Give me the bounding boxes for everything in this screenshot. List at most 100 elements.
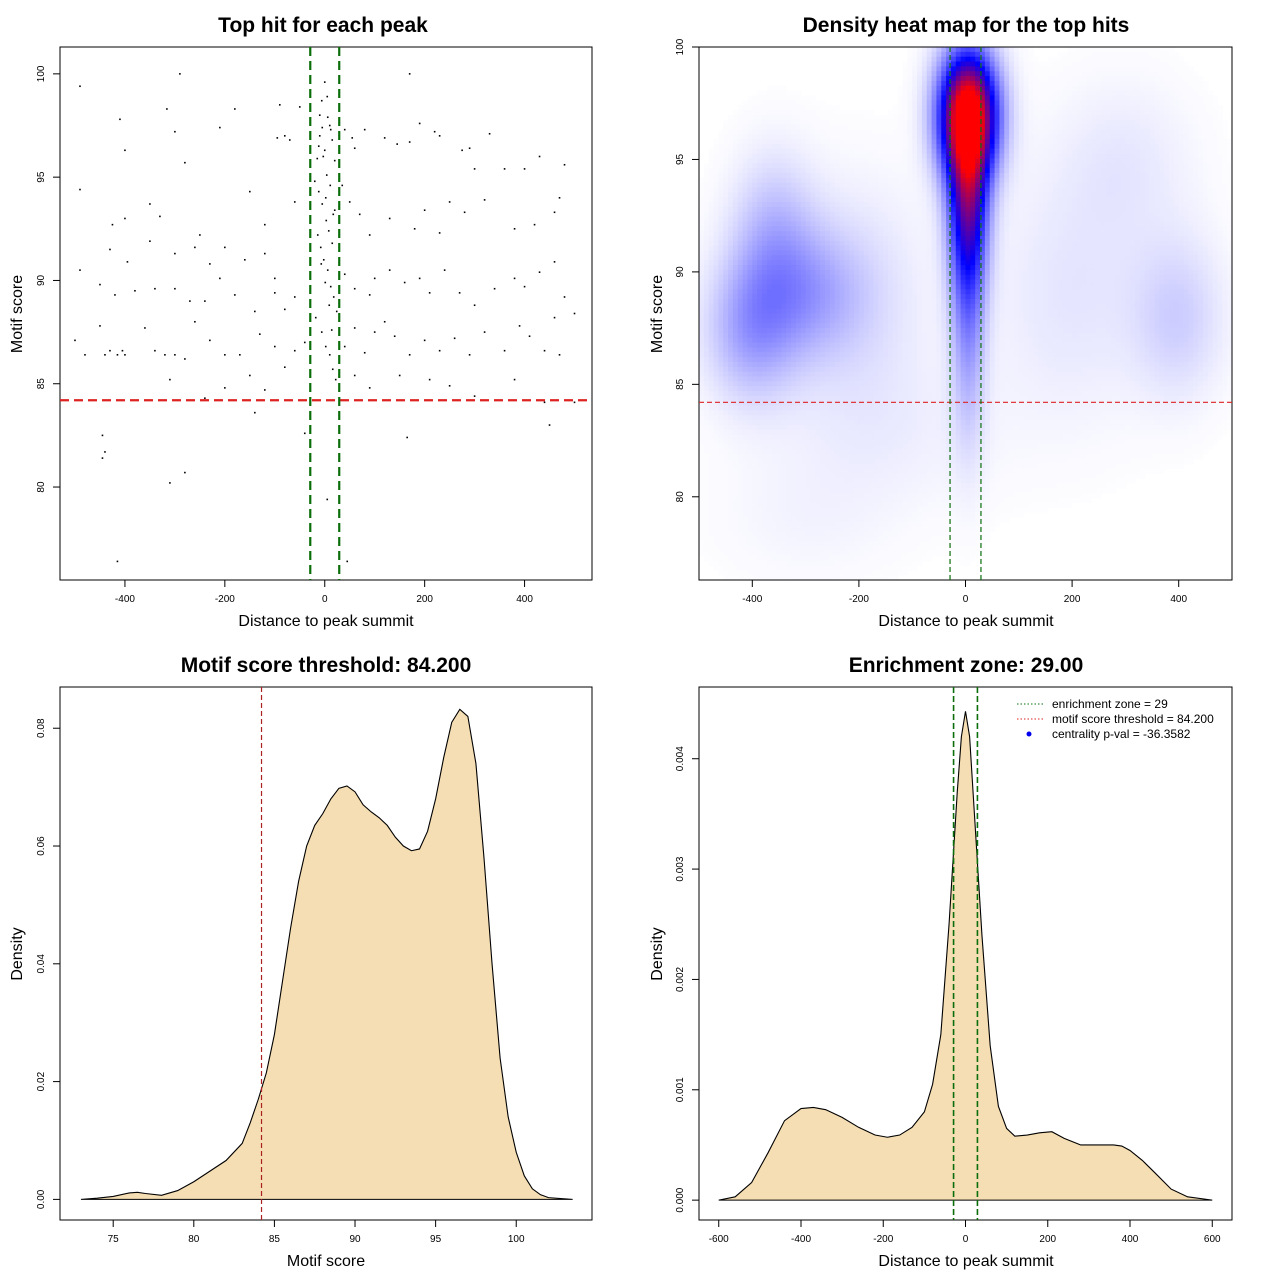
heat-cell [723,415,729,421]
heat-cell [747,129,753,135]
heat-cell [781,284,787,290]
heat-cell [805,463,812,470]
heat-cell [800,429,807,436]
heat-cell [757,284,763,290]
heat-cell [737,357,744,363]
heat-cell [810,158,816,164]
heat-cell [757,415,763,421]
heat-cell [820,487,826,494]
heat-cell [878,531,884,537]
heat-cell [878,502,884,508]
heat-cell [824,497,831,504]
heat-cell [786,105,792,111]
heat-cell [897,507,904,513]
heat-cell [771,420,778,426]
heat-cell [781,487,787,494]
heat-cell [897,424,904,431]
heat-cell [810,313,816,319]
heat-cell [742,478,749,484]
heat-cell [854,318,860,324]
heat-cell [873,328,879,334]
heat-cell [703,478,710,484]
heat-cell [786,483,792,489]
heat-cell [844,366,850,373]
heat-cell [912,177,918,184]
heat-cell [795,434,802,441]
heat-cell [800,439,807,445]
heat-cell [902,449,908,455]
heat-cell [868,216,875,223]
heat-cell [926,279,933,286]
scatter-point [303,432,306,435]
heat-cell [917,473,923,479]
heat-cell [810,420,816,426]
heat-cell [926,231,933,237]
heat-cell [757,240,763,247]
heat-cell [766,332,773,339]
heat-cell [776,323,782,329]
heat-cell [718,289,724,295]
heat-cell [912,376,918,382]
heat-cell [883,439,889,445]
heat-cell [931,211,938,218]
heat-cell [805,119,812,126]
heat-cell [907,109,913,116]
heat-cell [854,323,860,329]
heat-cell [791,424,797,431]
heat-cell [737,221,744,227]
heat-cell [766,473,773,479]
heat-cell [699,361,705,368]
heat-cell [868,129,875,135]
scatter-point [553,261,556,263]
heat-cell [878,439,884,445]
heat-cell [829,318,836,324]
heat-cell [824,240,831,247]
heat-cell [737,158,744,164]
heat-cell [902,415,908,421]
heat-cell [902,148,908,155]
heat-cell [732,206,739,213]
heat-cell [737,187,744,193]
heat-cell [820,405,826,412]
heat-cell [887,202,894,208]
heat-cell [781,289,787,295]
heat-cell [883,240,889,247]
heat-cell [917,347,923,353]
heat-cell [757,202,763,208]
heat-cell [766,342,773,349]
heat-cell [868,502,875,508]
heat-cell [873,478,879,484]
scatter-point [331,368,334,371]
heat-cell [917,124,923,130]
heat-cell [747,318,753,324]
heat-cell [776,265,782,271]
heat-cell [829,555,836,562]
heat-cell [926,269,933,276]
heat-cell [887,250,894,256]
heat-cell [892,206,899,213]
heat-cell [902,163,908,169]
heat-cell [732,114,739,121]
heat-cell [883,565,889,571]
heat-cell [824,235,831,242]
heat-cell [854,366,860,373]
heat-cell [742,109,749,116]
heat-cell [887,400,894,407]
heat-cell [766,507,773,513]
heat-cell [926,405,933,412]
heat-cell [781,536,787,542]
heat-cell [732,541,739,547]
y-tick-label: 90 [36,274,47,286]
heat-cell [815,487,821,494]
heat-cell [926,109,933,116]
heat-cell [761,546,768,552]
heat-cell [761,318,768,324]
heat-cell [854,265,860,271]
heat-cell [800,391,807,397]
heat-cell [858,497,865,504]
heat-cell [761,119,768,126]
heat-cell [791,546,797,552]
heat-cell [892,347,899,353]
heat-cell [791,318,797,324]
heat-cell [723,328,729,334]
